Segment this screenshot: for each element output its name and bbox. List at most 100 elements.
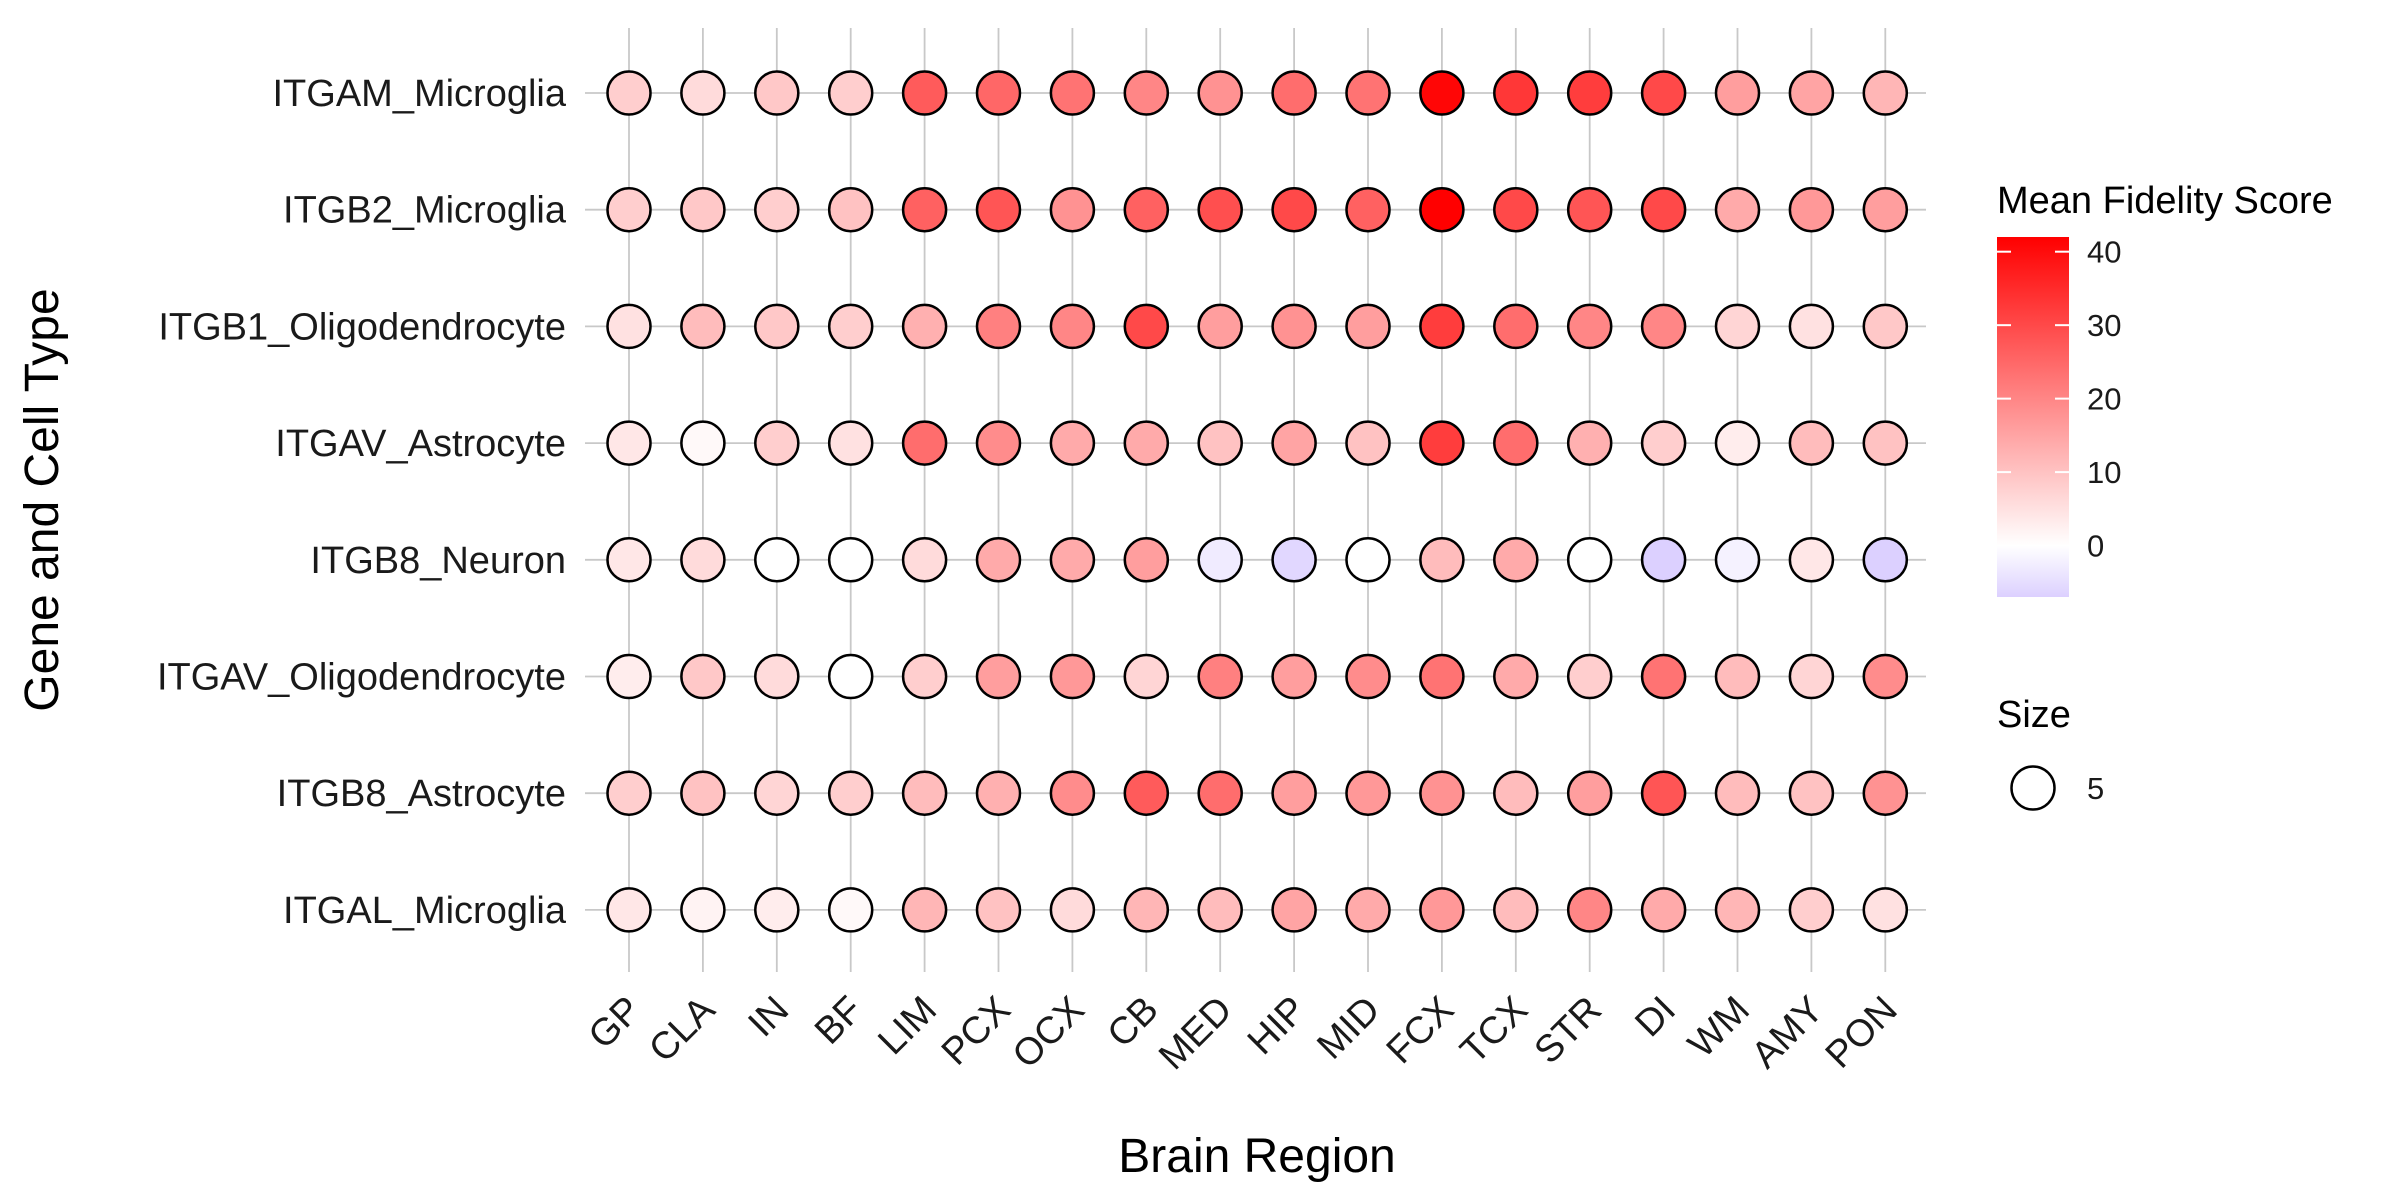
- point-itgal-microglia-fcx: [1419, 887, 1465, 933]
- grid-lines: [585, 28, 1926, 972]
- point-itgav-oligodendrocyte-bf: [827, 653, 874, 700]
- x-tick-label-wm: WM: [1680, 989, 1757, 1066]
- size-legend-circle: [2010, 765, 2056, 811]
- point-itgb8-astrocyte-fcx: [1419, 770, 1465, 816]
- point-itgam-microglia-str: [1566, 70, 1613, 116]
- point-itgam-microglia-di: [1640, 70, 1687, 116]
- point-itgb2-microglia-tcx: [1493, 186, 1539, 233]
- x-tick-label-gp: GP: [581, 989, 650, 1058]
- point-itgal-microglia-gp: [606, 887, 652, 933]
- point-itgb2-microglia-mid: [1345, 186, 1391, 233]
- point-itgav-astrocyte-di: [1640, 420, 1687, 466]
- point-itgb8-neuron-mid: [1345, 537, 1391, 583]
- x-tick-label-amy: AMY: [1744, 989, 1832, 1077]
- point-itgam-microglia-amy: [1788, 70, 1835, 116]
- point-itgb8-neuron-med: [1197, 537, 1243, 583]
- point-itgav-oligodendrocyte-in: [754, 653, 800, 700]
- point-itgam-microglia-pcx: [975, 70, 1022, 116]
- y-axis-ticks: ITGAM_Microglia ITGB2_Microglia ITGB1_Olig…: [157, 73, 567, 932]
- point-itgb8-astrocyte-wm: [1714, 770, 1761, 816]
- point-itgav-oligodendrocyte-mid: [1345, 653, 1391, 700]
- point-itgav-astrocyte-tcx: [1493, 420, 1539, 466]
- point-itgb8-astrocyte-amy: [1788, 770, 1835, 816]
- point-itgav-oligodendrocyte-pon: [1862, 653, 1909, 700]
- point-itgb8-neuron-hip: [1271, 537, 1317, 583]
- point-itgal-microglia-cb: [1123, 887, 1170, 933]
- y-axis-title: Gene and Cell Type: [16, 288, 69, 711]
- x-tick-label-bf: BF: [807, 989, 871, 1053]
- color-legend-title: Mean Fidelity Score: [1997, 180, 2333, 222]
- point-itgb8-astrocyte-med: [1197, 770, 1243, 816]
- point-itgav-astrocyte-hip: [1271, 420, 1317, 466]
- point-itgb2-microglia-in: [754, 186, 800, 233]
- point-itgal-microglia-str: [1566, 887, 1613, 933]
- point-itgb2-microglia-hip: [1271, 186, 1317, 233]
- point-itgal-microglia-amy: [1788, 887, 1835, 933]
- point-itgav-oligodendrocyte-wm: [1714, 653, 1761, 700]
- point-itgav-oligodendrocyte-gp: [606, 653, 652, 700]
- point-itgal-microglia-cla: [680, 887, 726, 933]
- point-itgb8-astrocyte-gp: [606, 770, 652, 816]
- y-tick-label-itgam-microglia: ITGAM_Microglia: [273, 73, 567, 115]
- point-itgb1-oligodendrocyte-mid: [1345, 303, 1391, 350]
- point-itgam-microglia-cb: [1123, 70, 1170, 116]
- point-itgam-microglia-lim: [901, 70, 948, 116]
- point-itgb2-microglia-ocx: [1049, 186, 1096, 233]
- point-itgb8-astrocyte-in: [754, 770, 800, 816]
- point-itgav-astrocyte-pcx: [975, 420, 1022, 466]
- point-itgb1-oligodendrocyte-med: [1197, 303, 1243, 350]
- point-itgav-oligodendrocyte-tcx: [1493, 653, 1539, 700]
- point-itgam-microglia-tcx: [1493, 70, 1539, 116]
- point-itgb1-oligodendrocyte-cla: [680, 303, 726, 350]
- point-itgb8-neuron-di: [1640, 537, 1687, 583]
- point-itgb8-neuron-bf: [827, 537, 874, 583]
- point-itgal-microglia-ocx: [1049, 887, 1096, 933]
- x-tick-label-fcx: FCX: [1379, 989, 1462, 1072]
- point-itgam-microglia-in: [754, 70, 800, 116]
- point-itgav-astrocyte-lim: [901, 420, 948, 466]
- point-itgb2-microglia-wm: [1714, 186, 1761, 233]
- data-points: [606, 70, 1909, 933]
- point-itgav-astrocyte-wm: [1714, 420, 1761, 466]
- point-itgal-microglia-tcx: [1493, 887, 1539, 933]
- point-itgb1-oligodendrocyte-pcx: [975, 303, 1022, 350]
- point-itgav-astrocyte-ocx: [1049, 420, 1096, 466]
- point-itgb8-astrocyte-pcx: [975, 770, 1022, 816]
- point-itgb8-neuron-cla: [680, 537, 726, 583]
- x-tick-label-pcx: PCX: [934, 989, 1019, 1074]
- color-legend-ticks: 0 10 20 30 40: [1997, 235, 2121, 564]
- y-tick-label-itgb2-microglia: ITGB2_Microglia: [283, 190, 567, 232]
- point-itgam-microglia-mid: [1345, 70, 1391, 116]
- point-itgb8-neuron-in: [754, 537, 800, 583]
- point-itgb8-astrocyte-cb: [1123, 770, 1170, 816]
- x-tick-label-ocx: OCX: [1005, 989, 1093, 1077]
- color-legend-bar: [1997, 237, 2069, 597]
- point-itgav-oligodendrocyte-med: [1197, 653, 1243, 700]
- color-legend-tick-20: 20: [2087, 382, 2121, 417]
- point-itgal-microglia-hip: [1271, 887, 1317, 933]
- point-itgb8-astrocyte-ocx: [1049, 770, 1096, 816]
- point-itgal-microglia-pon: [1862, 887, 1909, 933]
- point-itgb1-oligodendrocyte-in: [754, 303, 800, 350]
- x-tick-label-pon: PON: [1818, 989, 1906, 1077]
- point-itgb8-neuron-fcx: [1419, 537, 1465, 583]
- size-legend: Size 5: [1997, 694, 2104, 811]
- point-itgav-astrocyte-in: [754, 420, 800, 466]
- x-tick-label-lim: LIM: [870, 989, 945, 1064]
- point-itgav-astrocyte-cb: [1123, 420, 1170, 466]
- y-tick-label-itgb8-astrocyte: ITGB8_Astrocyte: [277, 773, 566, 815]
- point-itgb8-neuron-cb: [1123, 537, 1170, 583]
- point-itgav-astrocyte-mid: [1345, 420, 1391, 466]
- point-itgb1-oligodendrocyte-amy: [1788, 303, 1835, 350]
- point-itgb2-microglia-str: [1566, 186, 1613, 233]
- point-itgam-microglia-cla: [680, 70, 726, 116]
- color-legend-tick-40: 40: [2087, 235, 2121, 270]
- point-itgb1-oligodendrocyte-di: [1640, 303, 1687, 350]
- point-itgb8-astrocyte-bf: [827, 770, 874, 816]
- point-itgb2-microglia-pcx: [975, 186, 1022, 233]
- point-itgb8-neuron-str: [1566, 537, 1613, 583]
- point-itgb1-oligodendrocyte-fcx: [1419, 303, 1465, 350]
- x-tick-label-hip: HIP: [1240, 989, 1315, 1064]
- point-itgav-oligodendrocyte-hip: [1271, 653, 1317, 700]
